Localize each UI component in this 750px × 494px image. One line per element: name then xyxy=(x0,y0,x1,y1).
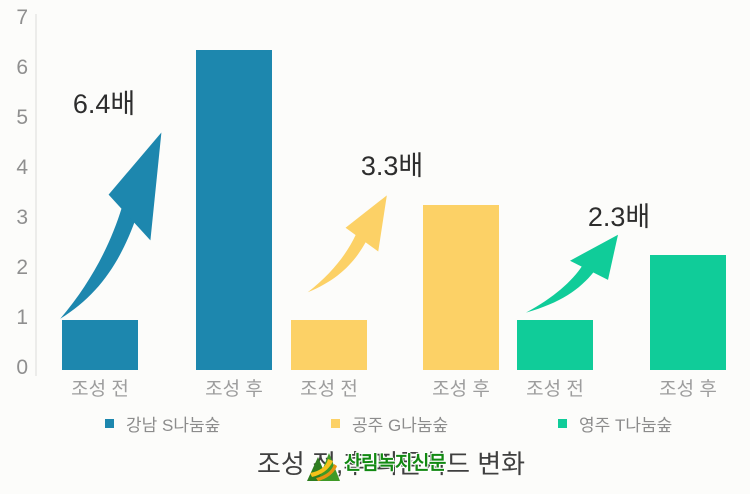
legend-swatch xyxy=(558,418,567,428)
chart-title: 조성 전,후 피톤치드 변화 xyxy=(257,449,526,479)
watermark-text: 산림녹지신문 xyxy=(344,453,446,474)
legend-item: 공주 G나눔숲 xyxy=(331,413,449,435)
growth-arrow-icon xyxy=(307,195,387,293)
y-tick-label: 2 xyxy=(16,256,28,279)
y-tick-label: 1 xyxy=(16,306,28,329)
growth-arrow-icon xyxy=(60,132,162,319)
bar-조성 후 xyxy=(650,255,726,370)
y-tick-label: 6 xyxy=(16,56,28,79)
y-tick-label: 7 xyxy=(16,6,28,29)
legend-swatch xyxy=(105,418,114,428)
multiplier-label: 3.3배 xyxy=(360,151,424,181)
multiplier-label: 6.4배 xyxy=(72,89,136,119)
x-axis-label: 조성 후 xyxy=(432,379,490,400)
legend-swatch xyxy=(331,418,340,428)
forest-mountain-logo-icon xyxy=(307,453,340,481)
legend-item: 강남 S나눔숲 xyxy=(105,413,221,435)
legend-label: 영주 T나눔숲 xyxy=(579,415,673,435)
legend-label: 공주 G나눔숲 xyxy=(352,415,449,435)
y-tick-label: 4 xyxy=(16,156,28,179)
x-axis-label: 조성 전 xyxy=(300,379,358,400)
legend-label: 강남 S나눔숲 xyxy=(126,415,221,435)
x-axis-label: 조성 후 xyxy=(659,379,717,400)
bar-조성 후 xyxy=(196,50,272,370)
y-axis-line xyxy=(35,14,37,376)
y-tick-label: 5 xyxy=(16,106,28,129)
bar-조성 전 xyxy=(291,320,367,370)
legend-item: 영주 T나눔숲 xyxy=(558,413,673,435)
bar-조성 후 xyxy=(423,205,499,370)
multiplier-label: 2.3배 xyxy=(587,202,651,232)
y-tick-label: 0 xyxy=(16,356,28,379)
x-axis-label: 조성 전 xyxy=(526,379,584,400)
x-axis-label: 조성 후 xyxy=(205,379,263,400)
y-tick-label: 3 xyxy=(16,206,28,229)
x-axis-label: 조성 전 xyxy=(71,379,129,400)
bar-조성 전 xyxy=(62,320,138,370)
growth-arrow-icon xyxy=(526,234,618,313)
bar-조성 전 xyxy=(517,320,593,370)
